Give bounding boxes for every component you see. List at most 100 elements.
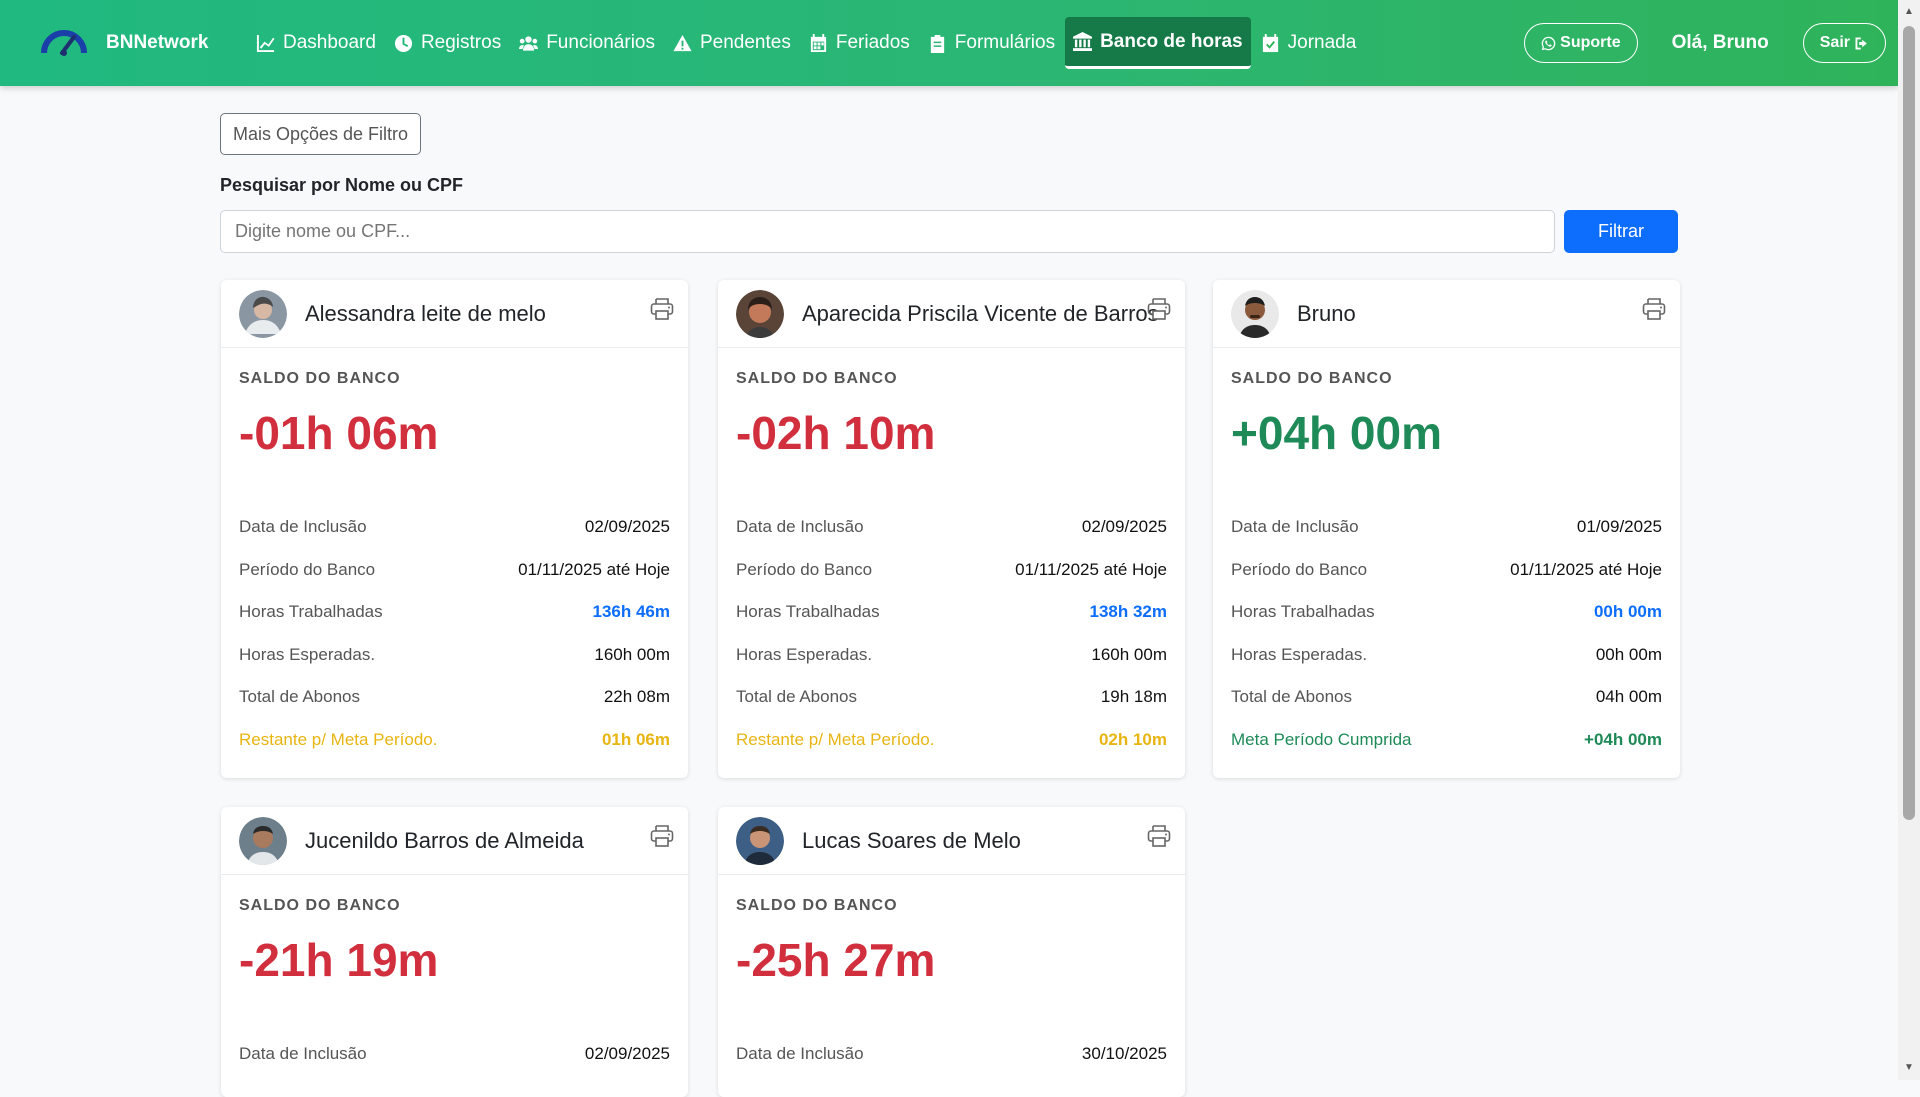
nav-item-feriados[interactable]: Feriados <box>801 17 918 69</box>
support-button[interactable]: Suporte <box>1524 23 1638 63</box>
row-value: 04h 00m <box>1595 687 1662 707</box>
print-icon[interactable] <box>1147 298 1171 320</box>
nav-label: Feriados <box>835 32 910 53</box>
saldo-value: -01h 06m <box>239 407 439 459</box>
print-icon[interactable] <box>650 298 674 320</box>
card-body: SALDO DO BANCO -01h 06m Data de Inclusão… <box>221 370 688 761</box>
more-filter-options-button[interactable]: Mais Opções de Filtro <box>220 113 421 155</box>
scroll-thumb[interactable] <box>1903 26 1915 820</box>
avatar <box>239 289 287 338</box>
scroll-down-arrow-icon[interactable]: ▼ <box>1904 1062 1914 1073</box>
row-meta: Restante p/ Meta Período. 01h 06m <box>239 719 670 762</box>
row-key: Horas Esperadas. <box>239 644 376 664</box>
scroll-up-arrow-icon[interactable]: ▲ <box>1904 6 1914 17</box>
row-inclusao: Data de Inclusão 02/09/2025 <box>736 506 1167 549</box>
row-key: Período do Banco <box>736 559 873 579</box>
main-nav: Dashboard Registros Funcionários Pendent… <box>248 0 1366 86</box>
row-key: Data de Inclusão <box>736 517 864 537</box>
row-value: 136h 46m <box>592 602 671 622</box>
print-icon[interactable] <box>650 825 674 847</box>
card-body: SALDO DO BANCO +04h 00m Data de Inclusão… <box>1213 370 1680 761</box>
employee-card: Alessandra leite de melo SALDO DO BANCO … <box>221 280 688 778</box>
user-greeting: Olá, Bruno <box>1671 32 1769 53</box>
row-key: Restante p/ Meta Período. <box>239 729 438 749</box>
row-meta: Meta Período Cumprida +04h 00m <box>1231 719 1662 762</box>
avatar <box>239 816 287 865</box>
row-meta: Restante p/ Meta Período. 02h 10m <box>736 719 1167 762</box>
row-key: Horas Trabalhadas <box>736 602 880 622</box>
avatar <box>736 816 784 865</box>
nav-label: Banco de horas <box>1100 30 1243 52</box>
row-value: 01/11/2025 até Hoje <box>518 559 670 579</box>
nav-label: Funcionários <box>546 32 655 53</box>
nav-item-banco-de-horas[interactable]: Banco de horas <box>1065 17 1251 69</box>
search-input[interactable] <box>220 210 1555 253</box>
avatar <box>736 289 784 338</box>
card-header: Alessandra leite de melo <box>221 280 688 348</box>
row-key: Período do Banco <box>1231 559 1368 579</box>
employee-name: Jucenildo Barros de Almeida <box>305 827 584 853</box>
row-abonos: Total de Abonos 04h 00m <box>1231 676 1662 719</box>
row-esperadas: Horas Esperadas. 160h 00m <box>736 634 1167 677</box>
row-esperadas: Horas Esperadas. 00h 00m <box>1231 634 1662 677</box>
logout-button[interactable]: Sair <box>1802 23 1886 63</box>
row-value: 00h 00m <box>1595 644 1662 664</box>
nav-item-registros[interactable]: Registros <box>386 17 509 69</box>
whatsapp-icon <box>1541 36 1556 50</box>
row-value: 30/10/2025 <box>1081 1044 1167 1064</box>
nav-item-funcionarios[interactable]: Funcionários <box>511 17 663 69</box>
sign-out-icon <box>1855 37 1867 49</box>
saldo-label: SALDO DO BANCO <box>239 370 401 387</box>
page-scrollbar[interactable]: ▲ ▼ <box>1898 0 1920 1080</box>
card-header: Lucas Soares de Melo <box>718 807 1185 875</box>
row-inclusao: Data de Inclusão 02/09/2025 <box>239 506 670 549</box>
brand-logo-icon <box>41 30 87 56</box>
warning-icon <box>673 34 692 51</box>
row-inclusao: Data de Inclusão 01/09/2025 <box>1231 506 1662 549</box>
row-esperadas: Horas Esperadas. 160h 00m <box>239 634 670 677</box>
navbar-right: Suporte Olá, Bruno Sair <box>1524 0 1886 86</box>
nav-label: Registros <box>420 32 502 53</box>
row-trabalhadas: Horas Trabalhadas 136h 46m <box>239 591 670 634</box>
employee-card: Bruno SALDO DO BANCO +04h 00m Data de In… <box>1213 280 1680 778</box>
row-key: Horas Trabalhadas <box>239 602 383 622</box>
employee-card: Aparecida Priscila Vicente de Barros SAL… <box>718 280 1185 778</box>
employee-name: Bruno <box>1297 300 1356 326</box>
row-value: 02/09/2025 <box>1081 517 1167 537</box>
employee-name: Lucas Soares de Melo <box>802 827 1021 853</box>
row-value: +04h 00m <box>1584 729 1662 749</box>
filter-button[interactable]: Filtrar <box>1564 210 1678 253</box>
row-key: Total de Abonos <box>736 687 857 707</box>
print-icon[interactable] <box>1642 298 1666 320</box>
row-key: Período do Banco <box>239 559 376 579</box>
card-header: Bruno <box>1213 280 1680 348</box>
row-value: 01/11/2025 até Hoje <box>1510 559 1662 579</box>
row-value: 02/09/2025 <box>584 517 670 537</box>
print-icon[interactable] <box>1147 825 1171 847</box>
row-key: Meta Período Cumprida <box>1231 729 1412 749</box>
nav-item-formularios[interactable]: Formulários <box>920 17 1063 69</box>
nav-item-jornada[interactable]: Jornada <box>1253 17 1365 69</box>
row-abonos: Total de Abonos 22h 08m <box>239 676 670 719</box>
bank-icon <box>1073 32 1093 51</box>
saldo-label: SALDO DO BANCO <box>239 897 401 914</box>
row-periodo: Período do Banco 01/11/2025 até Hoje <box>1231 549 1662 592</box>
clock-icon <box>394 34 413 52</box>
row-periodo: Período do Banco 01/11/2025 até Hoje <box>239 549 670 592</box>
calendar-check-icon <box>1262 33 1278 52</box>
row-key: Data de Inclusão <box>1231 517 1359 537</box>
avatar <box>1231 289 1279 338</box>
row-value: 160h 00m <box>1091 644 1167 664</box>
saldo-label: SALDO DO BANCO <box>736 897 898 914</box>
saldo-label: SALDO DO BANCO <box>1231 370 1393 387</box>
brand[interactable]: BNNetwork <box>40 29 248 57</box>
brand-name: BNNetwork <box>106 32 209 53</box>
row-key: Restante p/ Meta Período. <box>736 729 935 749</box>
users-icon <box>519 35 539 51</box>
calendar-icon <box>810 33 826 52</box>
nav-item-pendentes[interactable]: Pendentes <box>665 17 799 69</box>
card-body: SALDO DO BANCO -02h 10m Data de Inclusão… <box>718 370 1185 761</box>
row-value: 01/09/2025 <box>1576 517 1662 537</box>
row-inclusao: Data de Inclusão 02/09/2025 <box>239 1033 670 1076</box>
nav-item-dashboard[interactable]: Dashboard <box>248 17 384 69</box>
